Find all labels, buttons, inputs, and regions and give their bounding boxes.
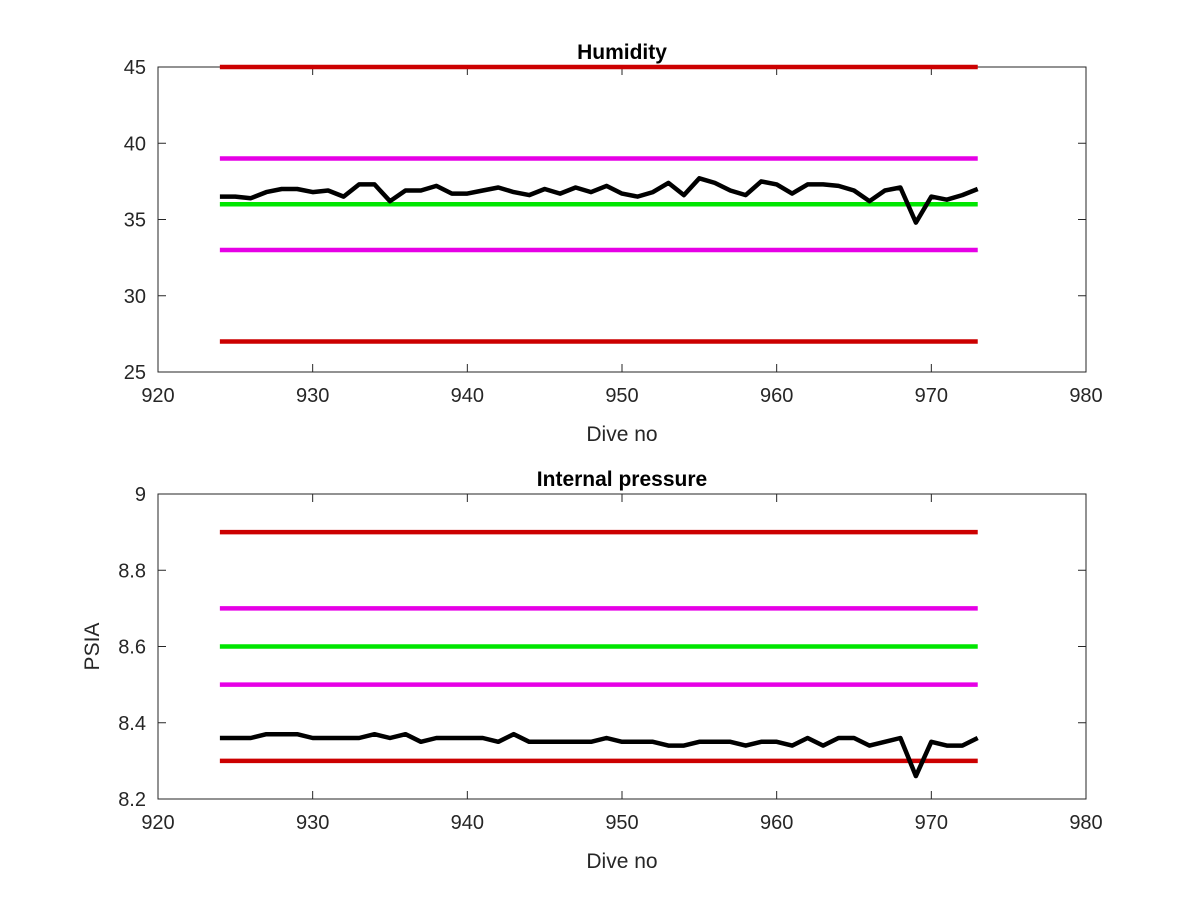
y-tick-label: 8.4 xyxy=(118,713,146,735)
x-tick-label: 920 xyxy=(141,385,174,407)
data-series-line xyxy=(219,176,979,225)
y-tick-label: 8.2 xyxy=(118,789,146,811)
plot-area xyxy=(157,66,1087,373)
x-tick-label: 950 xyxy=(605,385,638,407)
y-tick-label: 40 xyxy=(124,133,146,155)
x-tick-label: 960 xyxy=(760,385,793,407)
chart-title: Humidity xyxy=(577,41,667,64)
data-series-line xyxy=(219,731,979,779)
x-tick-label: 970 xyxy=(915,812,948,834)
y-tick-label: 30 xyxy=(124,286,146,308)
subplot-2: Internal pressure 920 930 940 950 960 970 980 8.… xyxy=(81,468,1103,873)
x-axis-label: Dive no xyxy=(586,850,657,873)
x-tick-label: 940 xyxy=(451,812,484,834)
y-tick-label: 9 xyxy=(135,484,146,506)
x-tick-label: 920 xyxy=(141,812,174,834)
x-tick-label: 930 xyxy=(296,812,329,834)
y-tick-label: 8.8 xyxy=(118,560,146,582)
x-tick-label: 940 xyxy=(451,385,484,407)
y-tick-label: 45 xyxy=(124,57,146,79)
x-tick-label: 980 xyxy=(1069,812,1102,834)
y-axis-label: PSIA xyxy=(81,623,104,671)
x-tick-label: 930 xyxy=(296,385,329,407)
x-tick-label: 980 xyxy=(1069,385,1102,407)
chart-title: Internal pressure xyxy=(537,468,707,491)
y-tick-label: 25 xyxy=(124,362,146,384)
y-tick-label: 8.6 xyxy=(118,637,146,659)
subplot-1: Humidity 920 930 940 950 960 970 980 25 30 35 40 45 D… xyxy=(124,41,1103,446)
x-tick-label: 950 xyxy=(605,812,638,834)
x-axis-label: Dive no xyxy=(586,423,657,446)
x-tick-label: 960 xyxy=(760,812,793,834)
x-tick-label: 970 xyxy=(915,385,948,407)
y-tick-label: 35 xyxy=(124,210,146,232)
